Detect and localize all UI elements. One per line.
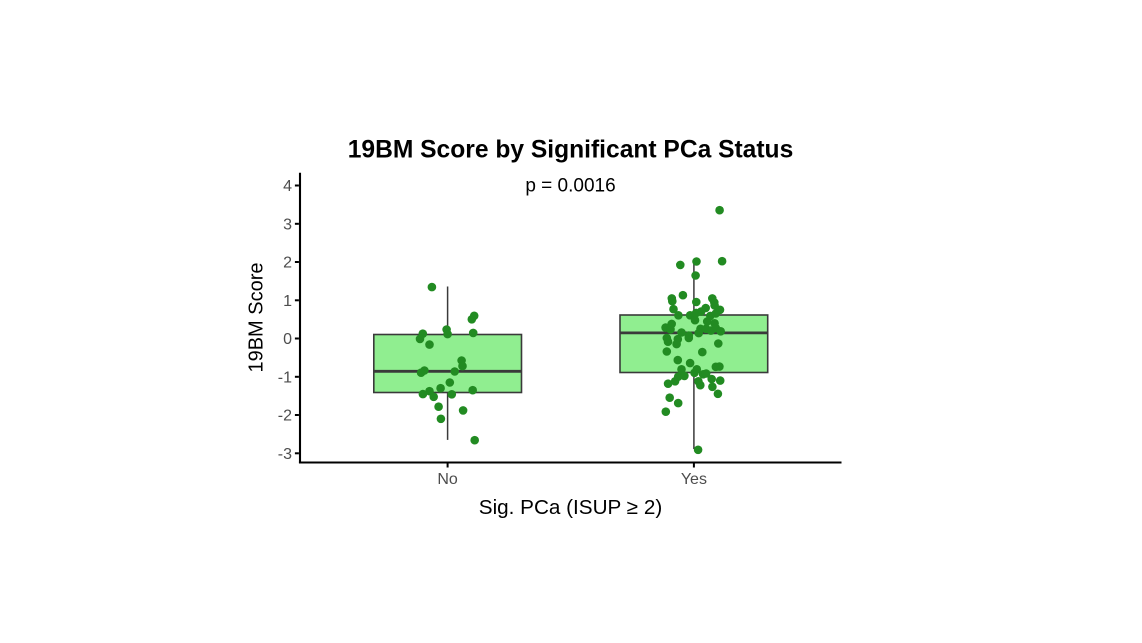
- svg-text:2: 2: [283, 255, 292, 272]
- svg-text:19BM Score: 19BM Score: [246, 262, 268, 372]
- svg-text:-3: -3: [278, 446, 292, 463]
- svg-text:-2: -2: [278, 408, 292, 425]
- svg-text:4: 4: [283, 178, 292, 195]
- svg-text:p = 0.0016: p = 0.0016: [525, 176, 615, 197]
- svg-text:1: 1: [283, 293, 292, 310]
- svg-text:Yes: Yes: [681, 471, 707, 488]
- svg-text:3: 3: [283, 216, 292, 233]
- svg-text:Sig. PCa (ISUP ≥ 2): Sig. PCa (ISUP ≥ 2): [479, 496, 662, 519]
- svg-text:0: 0: [283, 331, 292, 348]
- svg-text:No: No: [437, 471, 458, 488]
- svg-text:19BM Score by Significant PCa: 19BM Score by Significant PCa Status: [348, 137, 794, 164]
- svg-text:-1: -1: [278, 369, 292, 386]
